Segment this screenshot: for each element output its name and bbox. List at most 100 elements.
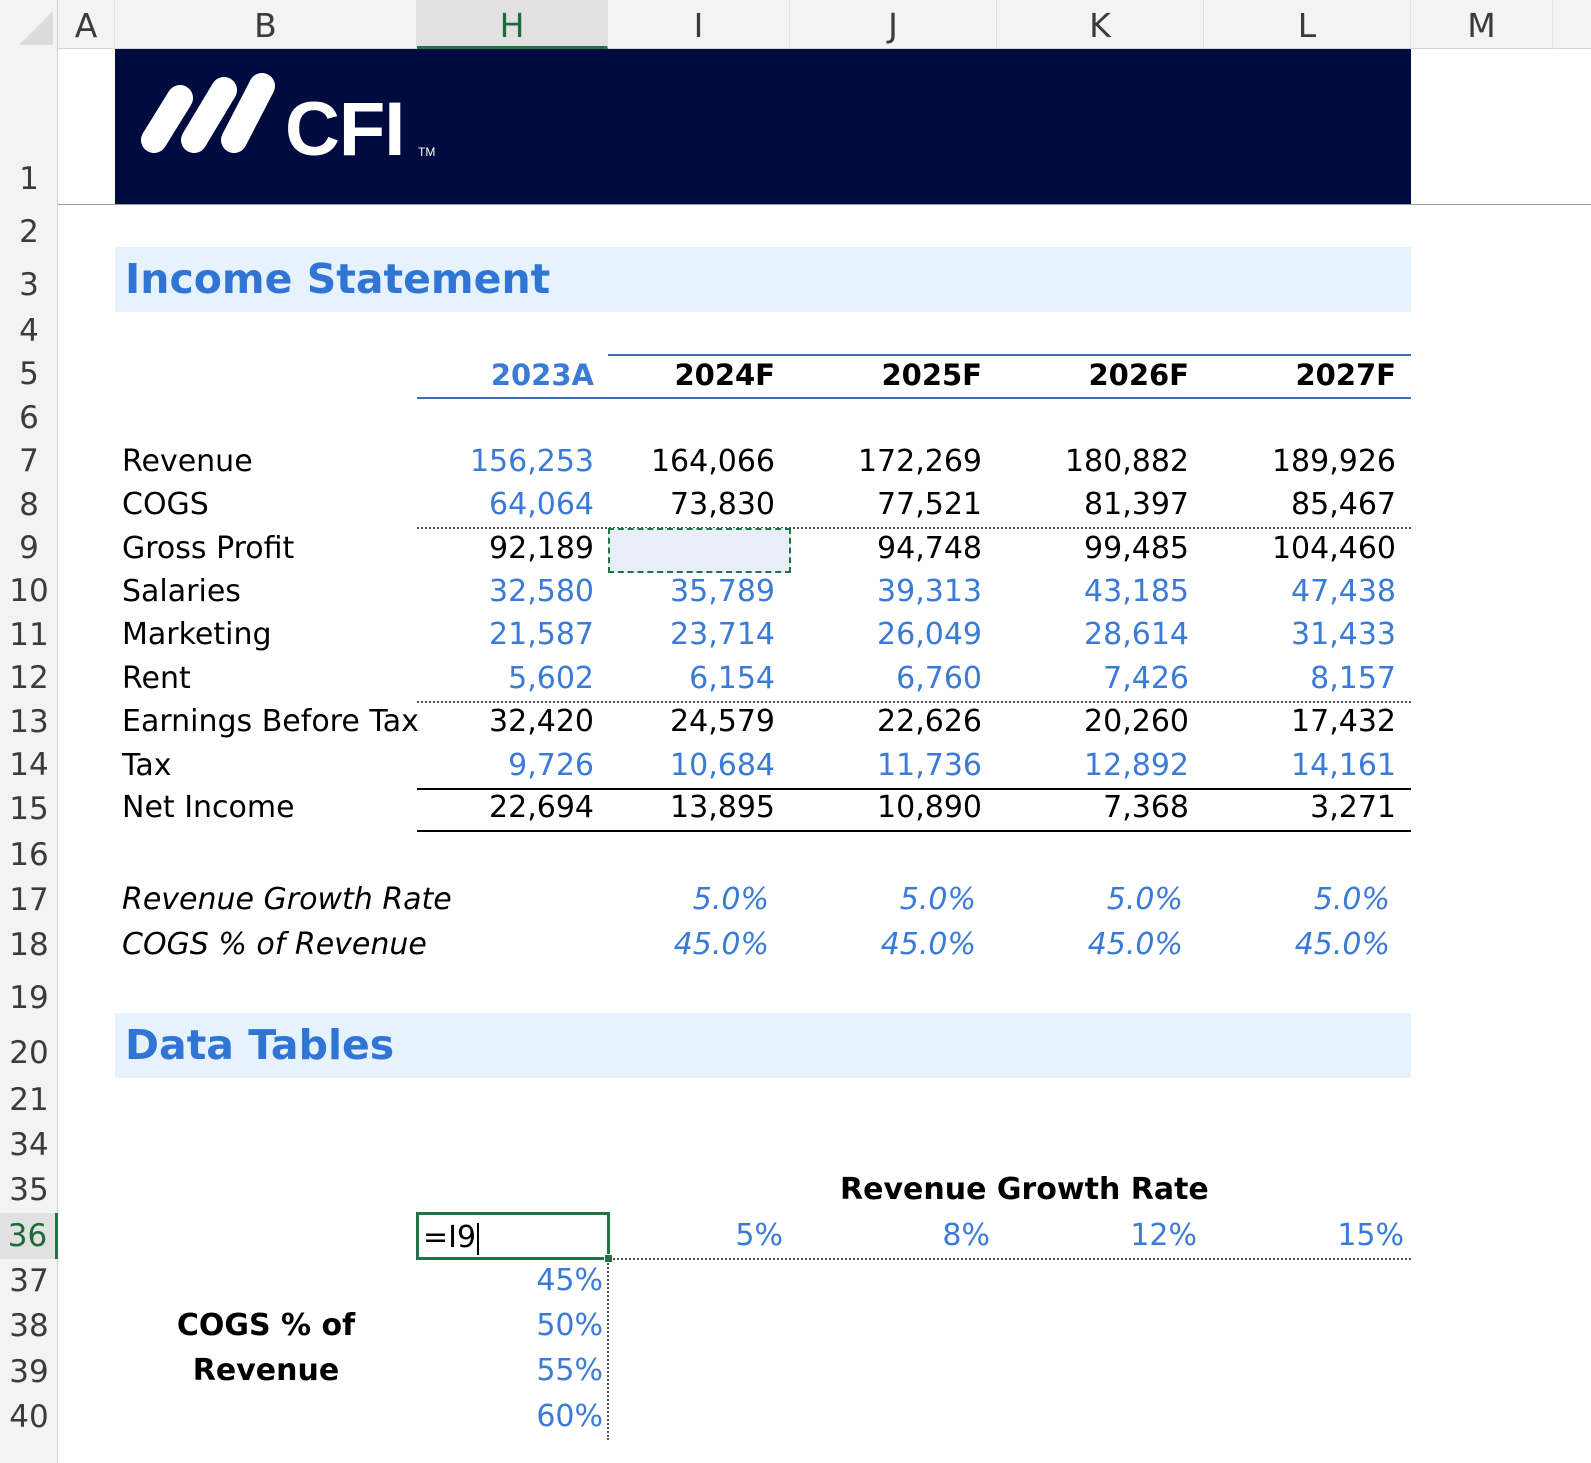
salaries-value-2026f[interactable]: 43,185 (1084, 574, 1189, 609)
marketing-value-2024f[interactable]: 23,714 (670, 617, 775, 652)
row-header-36[interactable]: 36 (0, 1213, 58, 1259)
row-header-38[interactable]: 38 (9, 1308, 49, 1344)
gross-profit-value-2027f[interactable]: 104,460 (1271, 531, 1396, 566)
cogs-value-2024f[interactable]: 73,830 (670, 487, 775, 522)
row-header-3[interactable]: 3 (19, 267, 39, 303)
dt-cogs-pct-2[interactable]: 50% (536, 1308, 603, 1343)
active-cell-h36[interactable]: =I9 (416, 1212, 613, 1263)
dt-cogs-pct-3[interactable]: 55% (536, 1353, 603, 1388)
marketing-value-2027f[interactable]: 31,433 (1291, 617, 1396, 652)
formula-text[interactable]: =I9 (423, 1220, 480, 1255)
cogs-value-2023a[interactable]: 64,064 (489, 487, 594, 522)
gross-profit-value-2025f[interactable]: 94,748 (877, 531, 982, 566)
dt-growth-rate-3[interactable]: 12% (1130, 1218, 1197, 1253)
tax-value-2025f[interactable]: 11,736 (877, 748, 982, 783)
dt-growth-rate-2[interactable]: 8% (942, 1218, 990, 1253)
row-header-5[interactable]: 5 (19, 356, 39, 392)
cogs-value-2027f[interactable]: 85,467 (1291, 487, 1396, 522)
row-header-9[interactable]: 9 (19, 530, 39, 566)
revenue-value-2027f[interactable]: 189,926 (1271, 444, 1396, 479)
revenue-growth-rate-value-2027f[interactable]: 5.0% (1313, 882, 1390, 917)
marketing-value-2026f[interactable]: 28,614 (1084, 617, 1189, 652)
revenue-growth-rate-value-2026f[interactable]: 5.0% (1106, 882, 1183, 917)
tax-value-2026f[interactable]: 12,892 (1084, 748, 1189, 783)
row-header-12[interactable]: 12 (9, 660, 49, 696)
earnings-before-tax-value-2026f[interactable]: 20,260 (1084, 704, 1189, 739)
rent-value-2023a[interactable]: 5,602 (508, 661, 594, 696)
net-income-value-2026f[interactable]: 7,368 (1103, 790, 1189, 825)
rent-value-2026f[interactable]: 7,426 (1103, 661, 1189, 696)
cogs-value-2025f[interactable]: 77,521 (877, 487, 982, 522)
net-income-value-2025f[interactable]: 10,890 (877, 790, 982, 825)
row-header-35[interactable]: 35 (9, 1172, 49, 1208)
row-header-21[interactable]: 21 (9, 1082, 49, 1118)
row-header-14[interactable]: 14 (9, 747, 49, 783)
net-income-value-2024f[interactable]: 13,895 (670, 790, 775, 825)
column-header-m[interactable]: M (1411, 0, 1553, 49)
earnings-before-tax-value-2023a[interactable]: 32,420 (489, 704, 594, 739)
column-header-a[interactable]: A (58, 0, 115, 49)
gross-profit-value-2023a[interactable]: 92,189 (489, 531, 594, 566)
column-header-l[interactable]: L (1204, 0, 1411, 49)
net-income-value-2027f[interactable]: 3,271 (1310, 790, 1396, 825)
row-header-15[interactable]: 15 (9, 791, 49, 827)
row-header-8[interactable]: 8 (19, 487, 39, 523)
row-header-20[interactable]: 20 (9, 1035, 49, 1071)
revenue-growth-rate-value-2025f[interactable]: 5.0% (899, 882, 976, 917)
tax-value-2023a[interactable]: 9,726 (508, 748, 594, 783)
tax-value-2027f[interactable]: 14,161 (1291, 748, 1396, 783)
row-header-34[interactable]: 34 (9, 1127, 49, 1163)
column-header-h[interactable]: H (417, 0, 608, 49)
cogs-of-revenue-value-2026f[interactable]: 45.0% (1087, 927, 1183, 962)
row-header-7[interactable]: 7 (19, 443, 39, 479)
row-header-19[interactable]: 19 (9, 980, 49, 1016)
row-header-17[interactable]: 17 (9, 882, 49, 918)
earnings-before-tax-value-2024f[interactable]: 24,579 (670, 704, 775, 739)
cogs-of-revenue-value-2025f[interactable]: 45.0% (880, 927, 976, 962)
net-income-value-2023a[interactable]: 22,694 (489, 790, 594, 825)
row-header-2[interactable]: 2 (19, 214, 39, 250)
column-header-k[interactable]: K (997, 0, 1204, 49)
row-header-11[interactable]: 11 (9, 617, 49, 653)
revenue-value-2023a[interactable]: 156,253 (469, 444, 594, 479)
row-header-4[interactable]: 4 (19, 313, 39, 349)
row-header-1[interactable]: 1 (19, 161, 39, 197)
earnings-before-tax-value-2025f[interactable]: 22,626 (877, 704, 982, 739)
column-header-j[interactable]: J (790, 0, 997, 49)
revenue-value-2024f[interactable]: 164,066 (650, 444, 775, 479)
dt-cogs-pct-1[interactable]: 45% (536, 1263, 603, 1298)
cogs-of-revenue-value-2024f[interactable]: 45.0% (673, 927, 769, 962)
salaries-value-2025f[interactable]: 39,313 (877, 574, 982, 609)
revenue-growth-rate-value-2024f[interactable]: 5.0% (692, 882, 769, 917)
gross-profit-value-2026f[interactable]: 99,485 (1084, 531, 1189, 566)
marketing-value-2025f[interactable]: 26,049 (877, 617, 982, 652)
row-header-16[interactable]: 16 (9, 837, 49, 873)
row-header-39[interactable]: 39 (9, 1354, 49, 1390)
rent-value-2024f[interactable]: 6,154 (689, 661, 775, 696)
tax-value-2024f[interactable]: 10,684 (670, 748, 775, 783)
rent-value-2025f[interactable]: 6,760 (896, 661, 982, 696)
revenue-value-2025f[interactable]: 172,269 (857, 444, 982, 479)
earnings-before-tax-value-2027f[interactable]: 17,432 (1291, 704, 1396, 739)
dt-cogs-pct-4[interactable]: 60% (536, 1399, 603, 1434)
salaries-value-2027f[interactable]: 47,438 (1291, 574, 1396, 609)
marketing-value-2023a[interactable]: 21,587 (489, 617, 594, 652)
revenue-value-2026f[interactable]: 180,882 (1064, 444, 1189, 479)
cogs-of-revenue-value-2027f[interactable]: 45.0% (1294, 927, 1390, 962)
row-header-6[interactable]: 6 (19, 400, 39, 436)
row-header-13[interactable]: 13 (9, 704, 49, 740)
salaries-value-2023a[interactable]: 32,580 (489, 574, 594, 609)
row-header-37[interactable]: 37 (9, 1263, 49, 1299)
row-header-18[interactable]: 18 (9, 927, 49, 963)
salaries-value-2024f[interactable]: 35,789 (670, 574, 775, 609)
select-all-corner[interactable] (0, 0, 58, 49)
row-header-40[interactable]: 40 (9, 1399, 49, 1435)
copy-selection-i9[interactable] (608, 528, 791, 573)
dt-growth-rate-1[interactable]: 5% (735, 1218, 783, 1253)
column-header-i[interactable]: I (608, 0, 790, 49)
rent-value-2027f[interactable]: 8,157 (1310, 661, 1396, 696)
row-header-10[interactable]: 10 (9, 573, 49, 609)
dt-growth-rate-4[interactable]: 15% (1337, 1218, 1404, 1253)
column-header-b[interactable]: B (115, 0, 417, 49)
cogs-value-2026f[interactable]: 81,397 (1084, 487, 1189, 522)
